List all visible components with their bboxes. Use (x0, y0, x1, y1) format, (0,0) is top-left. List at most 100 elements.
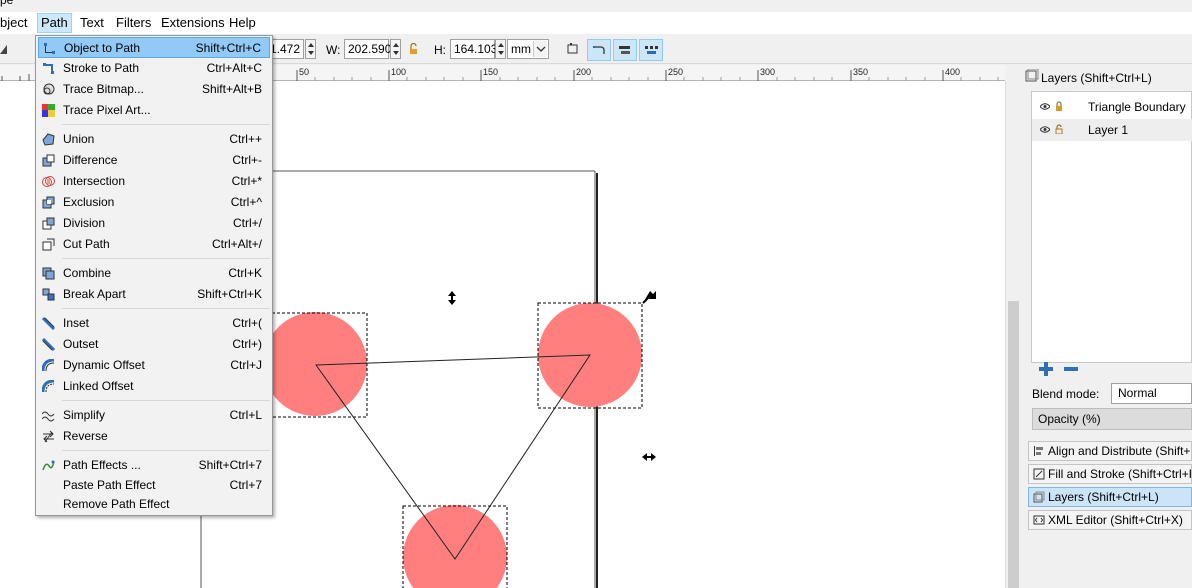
menu-item-label: Union (63, 132, 95, 146)
inset-icon (42, 317, 55, 330)
scrollbar-thumb[interactable] (1008, 301, 1019, 588)
menu-item-trace-bitmap[interactable]: Trace Bitmap... Shift+Alt+B (38, 79, 270, 100)
menu-item-label: Trace Pixel Art... (63, 103, 151, 117)
vertical-scrollbar[interactable] (1005, 81, 1020, 588)
scale-handle-corner[interactable] (642, 291, 656, 304)
transform-gradient-button[interactable] (613, 39, 637, 61)
h-label: H: (434, 43, 446, 57)
menu-item-difference[interactable]: Difference Ctrl+- (38, 150, 270, 171)
menu-item-paste-path-effect[interactable]: Paste Path Effect Ctrl+7 (38, 475, 270, 496)
menu-item-remove-path-effect[interactable]: Remove Path Effect (38, 494, 270, 515)
tab-label: Layers (Shift+Ctrl+L) (1048, 490, 1159, 504)
menu-item-linked-offset[interactable]: Linked Offset (38, 376, 270, 397)
union-icon (42, 133, 55, 146)
difference-icon (42, 154, 55, 167)
menu-extensions[interactable]: Extensions (161, 15, 225, 30)
transform-pattern-button[interactable] (639, 39, 663, 61)
menu-item-simplify[interactable]: Simplify Ctrl+L (38, 405, 270, 426)
eye-icon[interactable] (1040, 126, 1050, 133)
menu-item-reverse[interactable]: Reverse (38, 426, 270, 447)
menu-item-label: Difference (63, 153, 118, 167)
outset-icon (42, 338, 55, 351)
menu-item-break-apart[interactable]: Break Apart Shift+Ctrl+K (38, 284, 270, 305)
tab-xml-editor[interactable]: XML Editor (Shift+Ctrl+X) (1028, 510, 1192, 530)
menu-item-dynamic-offset[interactable]: Dynamic Offset Ctrl+J (38, 355, 270, 376)
menu-item-intersection[interactable]: Intersection Ctrl+* (38, 171, 270, 192)
menu-item-accel: Ctrl+- (232, 153, 262, 167)
tab-layers[interactable]: Layers (Shift+Ctrl+L) (1028, 487, 1192, 507)
ruler-label: 50 (299, 67, 310, 77)
tab-label: XML Editor (Shift+Ctrl+X) (1048, 513, 1183, 527)
flip-icon[interactable] (0, 43, 8, 55)
lock-icon[interactable] (1055, 101, 1063, 111)
menu-item-division[interactable]: Division Ctrl+/ (38, 213, 270, 234)
menu-item-trace-pixel-art[interactable]: Trace Pixel Art... (38, 100, 270, 121)
w-field[interactable]: 202.590 (344, 39, 391, 59)
opacity-slider[interactable]: Opacity (%) (1032, 408, 1192, 430)
unlock-icon[interactable] (1055, 124, 1063, 134)
menu-item-label: Remove Path Effect (63, 497, 170, 511)
h-field[interactable]: 164.103 (450, 39, 497, 59)
menu-item-label: Path Effects ... (63, 458, 141, 472)
path-menu: Object to Path Shift+Ctrl+C Stroke to Pa… (35, 35, 273, 516)
exclusion-icon (42, 196, 55, 209)
transform-corners-button[interactable] (587, 39, 611, 61)
menu-object[interactable]: bject (0, 15, 28, 30)
menu-item-union[interactable]: Union Ctrl++ (38, 129, 270, 150)
menu-item-outset[interactable]: Outset Ctrl+) (38, 334, 270, 355)
menu-item-inset[interactable]: Inset Ctrl+( (38, 313, 270, 334)
menu-item-path-effects[interactable]: Path Effects ... Shift+Ctrl+7 (38, 455, 270, 476)
selection-bbox (402, 505, 508, 588)
simplify-icon (42, 411, 55, 422)
x-field[interactable]: 1.472 (266, 39, 304, 59)
menu-item-accel: Ctrl+Alt+C (206, 61, 262, 75)
w-spinner[interactable] (390, 39, 401, 59)
menu-item-label: Simplify (63, 408, 106, 422)
blend-mode-select[interactable]: Normal (1111, 383, 1192, 404)
menu-item-accel: Ctrl++ (229, 132, 262, 146)
unit-select[interactable]: mm (507, 39, 549, 59)
menu-separator (62, 400, 270, 401)
ruler-label: 300 (760, 67, 776, 77)
menu-item-exclusion[interactable]: Exclusion Ctrl+^ (38, 192, 270, 213)
menu-path[interactable]: Path (37, 13, 72, 33)
menu-item-object-to-path[interactable]: Object to Path Shift+Ctrl+C (38, 37, 270, 58)
menu-item-stroke-to-path[interactable]: Stroke to Path Ctrl+Alt+C (38, 58, 270, 79)
triangle-path[interactable] (315, 354, 591, 560)
menu-item-label: Object to Path (64, 41, 141, 55)
window-title: pe (0, 0, 14, 7)
menu-item-accel: Shift+Alt+B (201, 82, 262, 96)
transform-stroke-button[interactable] (562, 39, 586, 61)
layers-dock: Layers (Shift+Ctrl+L) Triangle Boundary … (1021, 65, 1192, 588)
unit-value: mm (511, 42, 531, 56)
menu-item-cut-path[interactable]: Cut Path Ctrl+Alt+/ (38, 234, 270, 255)
layer-row-layer-1[interactable]: Layer 1 (1032, 119, 1192, 141)
lock-ratio-icon[interactable] (409, 43, 418, 55)
eye-icon[interactable] (1040, 103, 1050, 110)
layer-row-triangle-boundary[interactable]: Triangle Boundary (1032, 96, 1192, 118)
menu-item-combine[interactable]: Combine Ctrl+K (38, 263, 270, 284)
blend-mode-label: Blend mode: (1032, 387, 1100, 401)
menu-item-label: Dynamic Offset (63, 358, 145, 372)
ruler-label: 200 (576, 67, 592, 77)
dock-title: Layers (Shift+Ctrl+L) (1041, 71, 1152, 85)
menu-text[interactable]: Text (80, 15, 104, 30)
remove-layer-icon[interactable] (1063, 361, 1079, 377)
x-spinner[interactable] (305, 39, 316, 59)
intersection-icon (42, 176, 55, 187)
menu-item-accel: Ctrl+) (232, 337, 262, 351)
circle-left[interactable] (263, 312, 367, 416)
menu-filters[interactable]: Filters (116, 15, 152, 30)
add-layer-icon[interactable] (1038, 361, 1054, 377)
tab-align-distribute[interactable]: Align and Distribute (Shift+ (1028, 441, 1192, 461)
menu-help[interactable]: Help (229, 15, 256, 30)
h-spinner[interactable] (495, 39, 506, 59)
scale-handle-top[interactable] (448, 291, 456, 305)
scale-handle-right[interactable] (642, 453, 656, 461)
menubar: bject Path Text Filters Extensions Help (0, 12, 1192, 34)
circle-bottom[interactable] (403, 505, 507, 588)
fill-stroke-icon (1033, 468, 1045, 480)
tab-fill-stroke[interactable]: Fill and Stroke (Shift+Ctrl+F (1028, 464, 1192, 484)
menu-separator (62, 450, 270, 451)
menu-item-label: Exclusion (63, 195, 115, 209)
